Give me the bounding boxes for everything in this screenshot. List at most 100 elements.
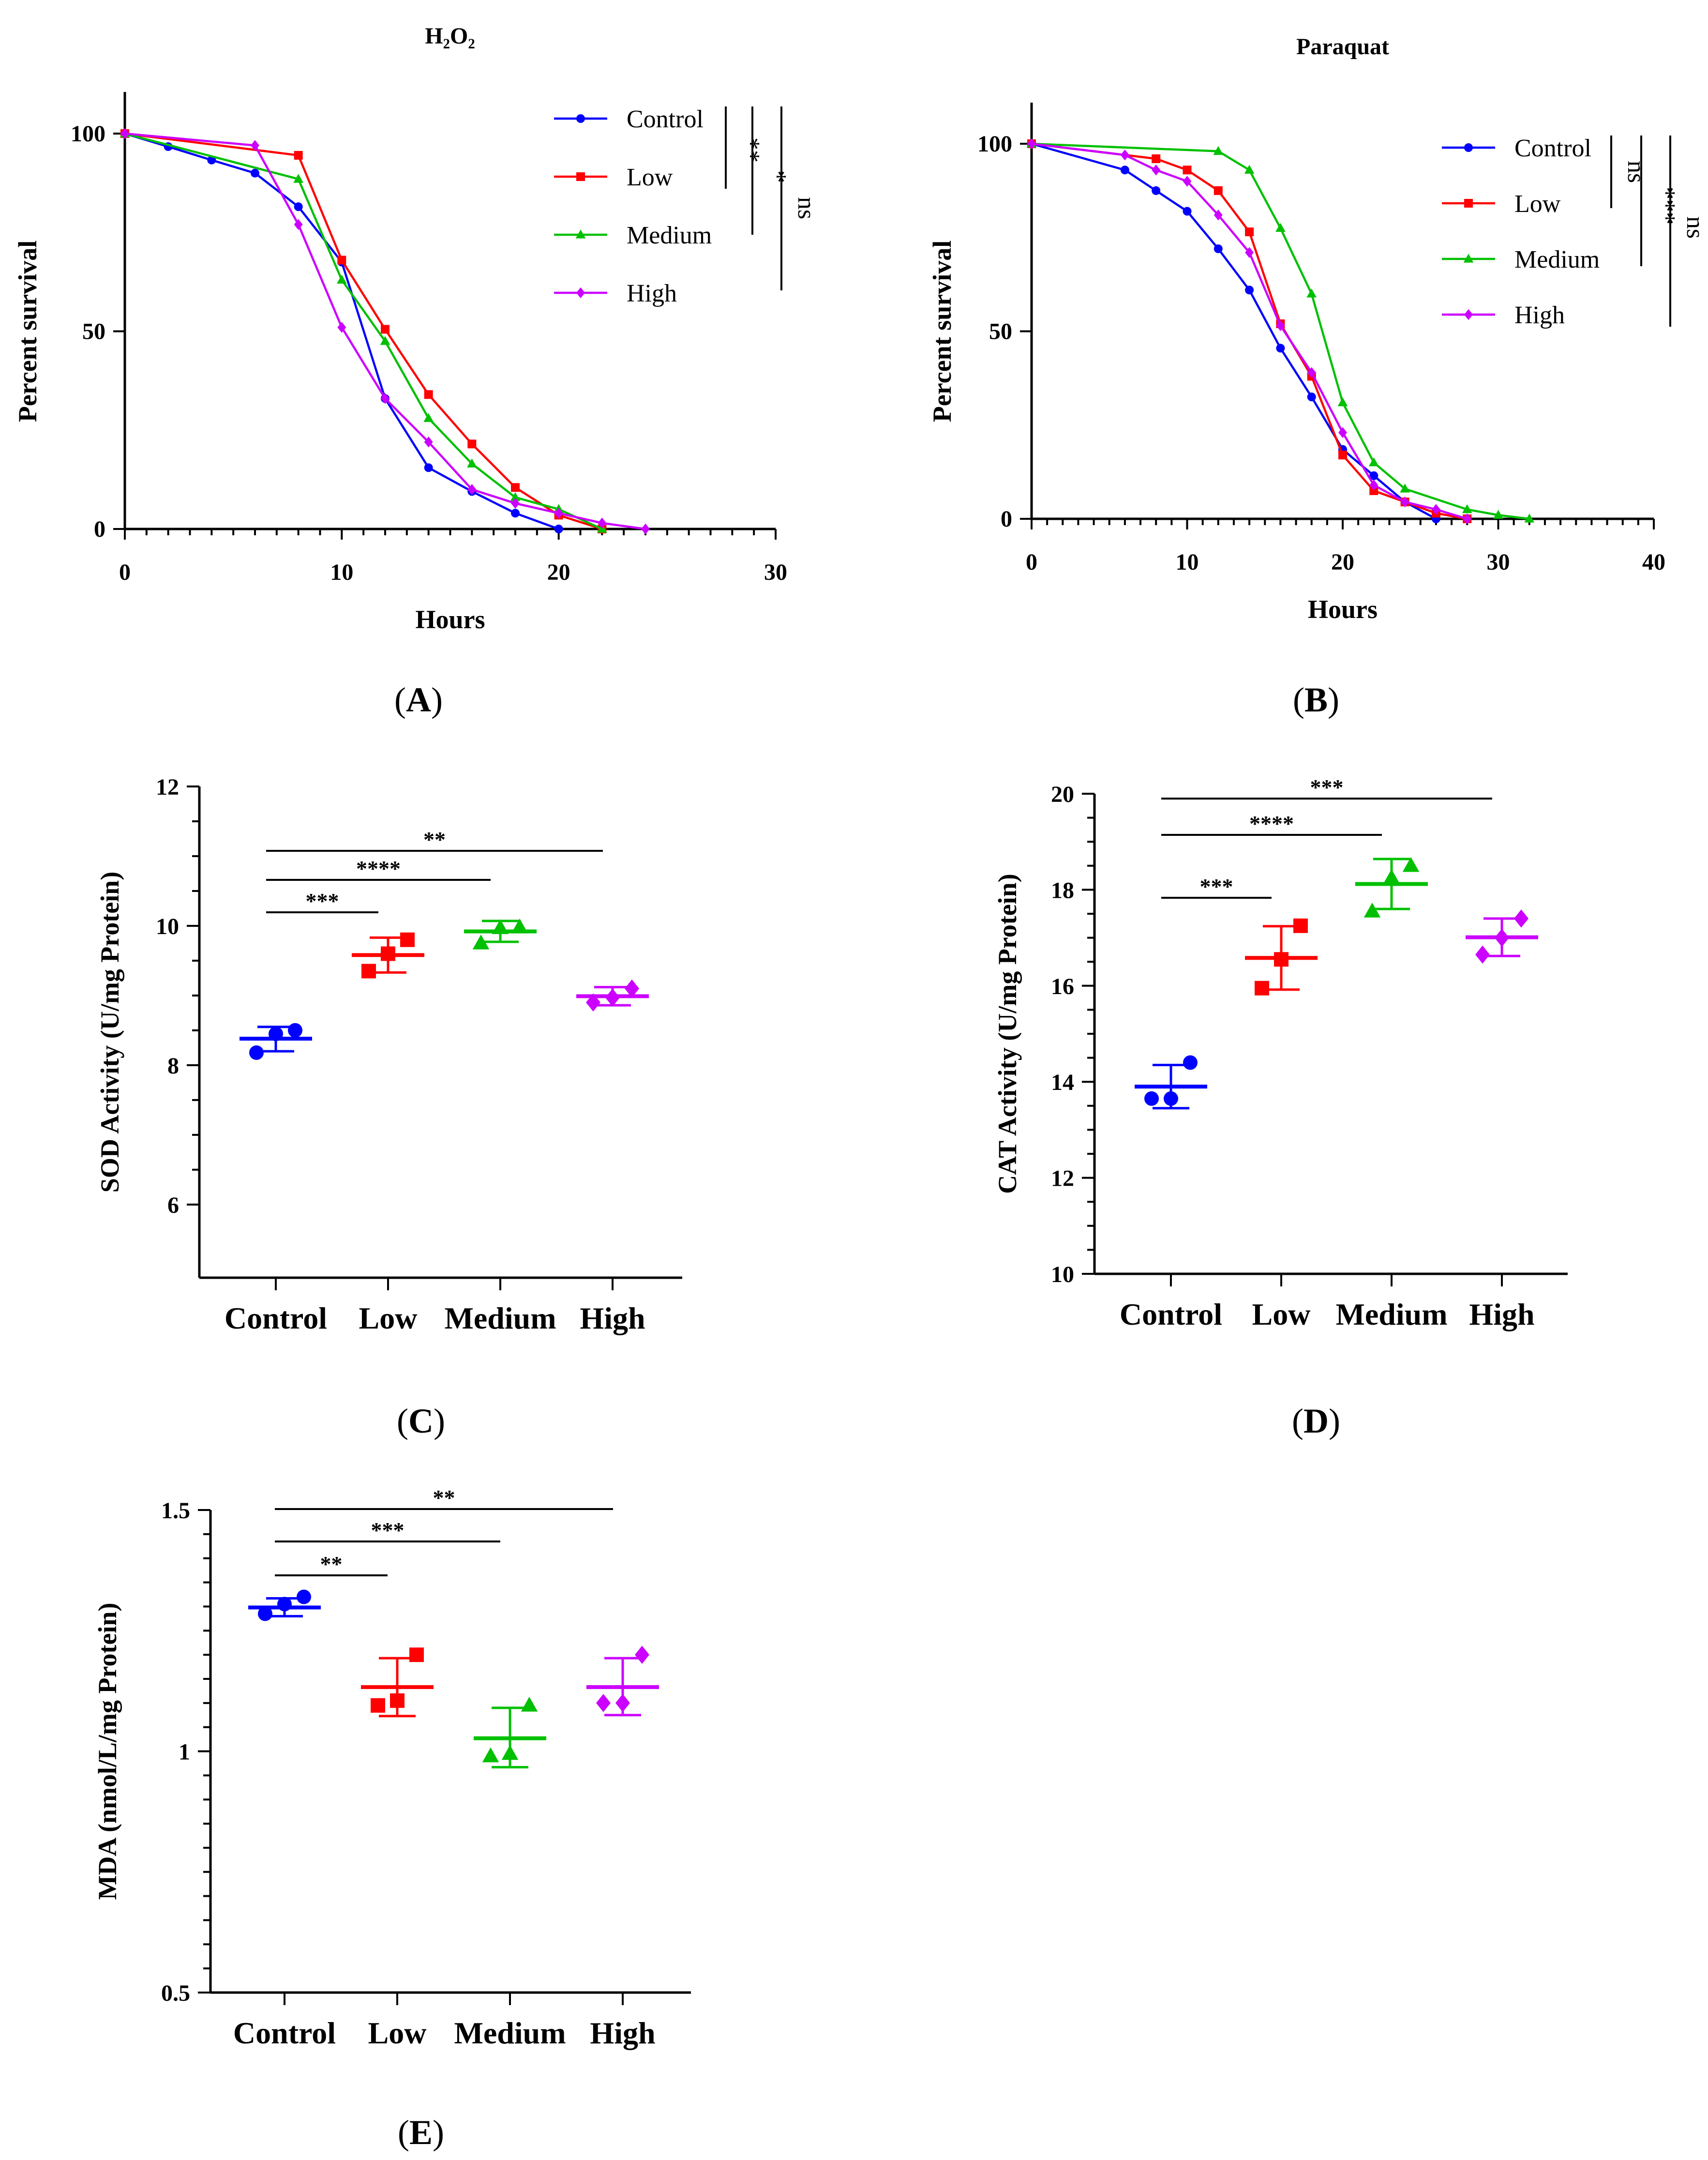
significance-label: * [764, 170, 791, 183]
legend-marker [576, 114, 585, 123]
data-point-high [1183, 176, 1192, 187]
significance-label: *** [1652, 187, 1680, 225]
data-point-high [1514, 909, 1528, 928]
data-point-high [605, 988, 620, 1007]
data-point-control [554, 525, 563, 533]
legend-label: High [1514, 302, 1565, 329]
significance-label: ns [793, 197, 820, 219]
y-tick-label: 0 [94, 516, 105, 542]
data-point-medium [1213, 146, 1224, 155]
data-point-medium [1524, 514, 1535, 523]
chart-title: H₂O₂ [425, 23, 475, 49]
comparison-stars: **** [1249, 811, 1294, 836]
data-point-low [371, 1698, 385, 1713]
x-axis-title: Hours [1308, 595, 1378, 624]
y-axis-title: Percent survival [928, 241, 957, 422]
data-point-high [1338, 427, 1347, 438]
data-point-low [1255, 981, 1269, 996]
y-tick-label: 14 [1051, 1070, 1074, 1095]
comparison-stars: *** [1200, 874, 1233, 899]
data-point-control [288, 1023, 302, 1038]
x-tick-label: 20 [547, 559, 570, 585]
legend-marker [575, 229, 586, 239]
x-category-label: High [580, 1301, 645, 1335]
legend-label: Control [1514, 135, 1591, 162]
data-point-low [1183, 166, 1192, 175]
data-point-high [554, 508, 563, 519]
comparison-stars: *** [1310, 775, 1344, 800]
legend-marker [1464, 199, 1473, 208]
comparison-stars: ** [433, 1485, 455, 1510]
data-point-low [1338, 451, 1347, 460]
series-line-high [1031, 142, 1468, 520]
panel-label-part: ( [1292, 1402, 1303, 1440]
data-point-control [1144, 1091, 1159, 1106]
data-point-high [1369, 480, 1378, 491]
y-tick-label: 10 [156, 914, 179, 939]
data-point-low [390, 1693, 405, 1708]
y-tick-label: 50 [82, 319, 105, 345]
x-category-label: Low [368, 2016, 427, 2050]
panel-label-part: ) [434, 1402, 445, 1440]
y-tick-label: 6 [167, 1193, 179, 1218]
data-point-high [1431, 504, 1440, 515]
data-point-low [409, 1647, 424, 1662]
data-point-high [1152, 165, 1161, 176]
chart-title: Paraquat [1296, 34, 1389, 60]
x-category-label: Medium [444, 1301, 556, 1335]
data-point-high [381, 393, 390, 404]
data-point-control [1164, 1091, 1178, 1106]
data-point-low [381, 946, 395, 961]
data-point-control [1183, 207, 1192, 216]
data-point-high [596, 1694, 611, 1712]
x-category-label: Low [359, 1301, 418, 1335]
data-point-control [1152, 186, 1161, 195]
data-point-high [615, 1694, 630, 1712]
data-point-low [1152, 154, 1161, 163]
data-point-control [258, 1606, 272, 1621]
data-point-control [269, 1027, 283, 1042]
legend-label: Low [627, 164, 673, 191]
data-point-medium [1337, 397, 1348, 407]
significance-label: ns [1622, 161, 1650, 183]
data-point-medium [466, 458, 477, 468]
series-line-medium [1031, 142, 1530, 520]
comparison-stars: *** [371, 1518, 405, 1542]
x-tick-label: 30 [764, 559, 787, 585]
data-point-medium [1275, 223, 1286, 232]
comparison-stars: ** [320, 1552, 343, 1576]
y-axis-title: MDA (nmol/L/mg Protein) [93, 1603, 122, 1900]
data-point-medium [1368, 457, 1379, 467]
y-tick-label: 12 [156, 774, 179, 800]
significance-label: ns [1681, 216, 1708, 239]
data-point-control [1307, 393, 1316, 402]
panel-label: (C) [397, 1402, 445, 1440]
panel-label-part: D [1303, 1402, 1329, 1440]
x-tick-label: 0 [119, 559, 131, 585]
x-category-label: Control [233, 2016, 336, 2050]
data-point-medium [1363, 903, 1381, 918]
data-point-medium [510, 492, 521, 501]
panel-label: (A) [394, 680, 443, 719]
data-point-medium [336, 274, 347, 284]
data-point-medium [472, 934, 490, 950]
data-point-high [1495, 928, 1509, 947]
legend-label: Medium [627, 222, 712, 249]
data-point-control [1245, 286, 1254, 295]
y-tick-label: 50 [989, 319, 1012, 345]
data-point-high [251, 140, 259, 151]
comparison-stars: *** [306, 889, 339, 913]
data-point-high [467, 484, 477, 495]
data-point-high [586, 993, 600, 1012]
legend-label: High [627, 280, 677, 307]
data-point-control [277, 1597, 292, 1612]
legend-label: Low [1514, 190, 1561, 218]
legend-marker [576, 287, 585, 299]
x-tick-label: 40 [1642, 549, 1665, 575]
data-point-medium [1306, 288, 1317, 298]
survival-chart-A: 0 10 20 30 0 50 100 Hours Percent survival H₂O₂ Co… [13, 23, 820, 719]
significance-label: ** [737, 137, 764, 163]
y-tick-label: 100 [977, 131, 1012, 157]
data-point-low [1214, 186, 1223, 195]
panel-label-part: C [408, 1402, 434, 1440]
